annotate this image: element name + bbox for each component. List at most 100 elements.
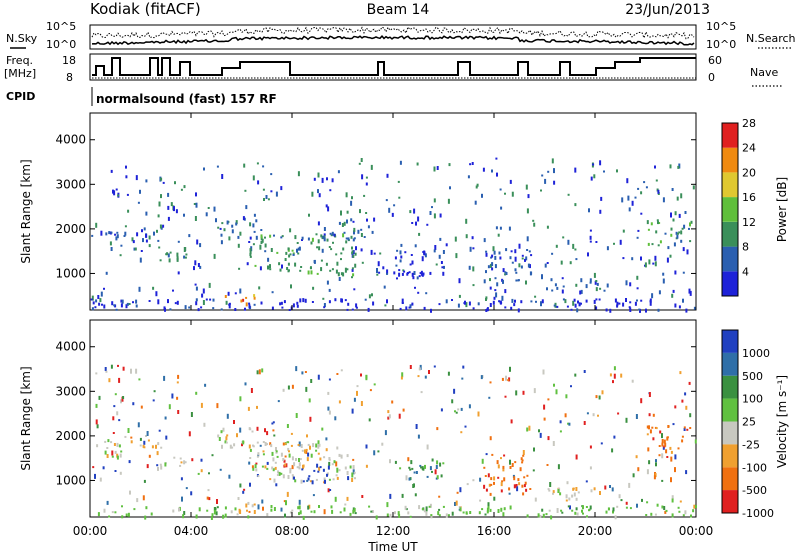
speckle — [652, 413, 655, 417]
range-cell — [218, 437, 221, 441]
speckle — [373, 252, 376, 255]
range-cell — [270, 508, 273, 512]
speckle — [315, 233, 318, 236]
speckle — [489, 381, 492, 384]
speckle — [388, 414, 391, 419]
speckle — [414, 244, 417, 248]
range-cell — [433, 249, 436, 253]
range-cell — [167, 253, 170, 258]
range-cell — [260, 301, 263, 305]
speckle — [305, 449, 308, 454]
speckle — [95, 372, 98, 375]
speckle — [177, 240, 180, 243]
speckle — [308, 398, 311, 403]
range-cell — [269, 264, 271, 269]
range-cell — [513, 303, 516, 307]
speckle — [622, 229, 625, 233]
speckle — [692, 185, 695, 190]
speckle — [428, 370, 430, 374]
speckle — [489, 286, 492, 290]
range-cell — [225, 436, 228, 441]
speckle — [613, 366, 616, 371]
range-cell — [90, 298, 93, 301]
station-title: Kodiak (fitACF) — [90, 0, 201, 18]
range-cell — [305, 448, 308, 451]
speckle — [252, 175, 255, 181]
speckle — [385, 199, 388, 202]
range-cell — [429, 271, 432, 275]
range-cell — [459, 507, 462, 512]
speckle — [409, 365, 412, 369]
range-cell — [179, 464, 182, 467]
speckle — [241, 443, 243, 447]
speckle — [356, 385, 359, 388]
range-cell — [311, 237, 314, 242]
colorbar-swatch — [722, 352, 738, 376]
speckle — [553, 180, 556, 185]
range-cell — [273, 507, 276, 511]
speckle — [275, 191, 278, 197]
range-cell — [511, 298, 514, 303]
speckle — [515, 390, 518, 396]
range-cell — [562, 285, 565, 288]
speckle — [440, 408, 443, 412]
speckle — [195, 286, 198, 291]
range-cell — [397, 511, 400, 516]
speckle — [646, 501, 649, 504]
speckle — [368, 294, 371, 299]
speckle — [185, 487, 188, 490]
range-cell — [276, 251, 279, 254]
speckle — [328, 461, 331, 466]
speckle — [502, 268, 505, 273]
range-cell — [224, 506, 227, 510]
range-cell — [517, 308, 520, 313]
speckle — [260, 229, 263, 231]
speckle — [533, 447, 535, 452]
range-cell — [346, 454, 349, 458]
range-cell — [401, 302, 404, 304]
speckle — [555, 244, 558, 248]
speckle — [365, 464, 368, 468]
colorbar-tick-label: 24 — [742, 142, 756, 155]
range-cell — [91, 307, 94, 311]
range-cell — [231, 229, 234, 234]
range-cell — [253, 510, 256, 514]
speckle — [238, 267, 241, 270]
range-cell — [354, 252, 357, 256]
range-cell — [504, 271, 507, 274]
speckle — [194, 216, 197, 221]
speckle — [407, 457, 410, 462]
range-cell — [116, 234, 119, 239]
range-cell — [396, 277, 398, 280]
range-cell — [514, 299, 516, 303]
speckle — [421, 256, 424, 262]
range-cell — [590, 489, 593, 493]
range-cell — [681, 435, 684, 438]
scatter-patch — [224, 294, 256, 307]
range-cell — [153, 231, 155, 236]
speckle — [631, 200, 634, 206]
speckle — [164, 416, 167, 420]
range-cell — [266, 443, 268, 446]
speckle — [543, 417, 546, 421]
speckle — [682, 247, 685, 252]
speckle — [544, 178, 547, 184]
range-cell — [661, 439, 664, 443]
range-cell — [491, 262, 494, 267]
speckle — [318, 505, 320, 508]
speckle — [347, 476, 350, 481]
speckle — [139, 189, 141, 194]
speckle — [454, 502, 456, 506]
range-cell — [565, 494, 568, 499]
speckle — [136, 232, 139, 237]
range-cell — [634, 301, 637, 306]
speckle — [191, 458, 194, 462]
range-cell — [484, 475, 487, 477]
range-cell — [598, 298, 601, 301]
scatter-patch — [393, 249, 445, 280]
range-cell — [494, 264, 497, 269]
speckle — [273, 434, 276, 437]
speckle — [384, 430, 387, 436]
speckle — [535, 300, 537, 303]
